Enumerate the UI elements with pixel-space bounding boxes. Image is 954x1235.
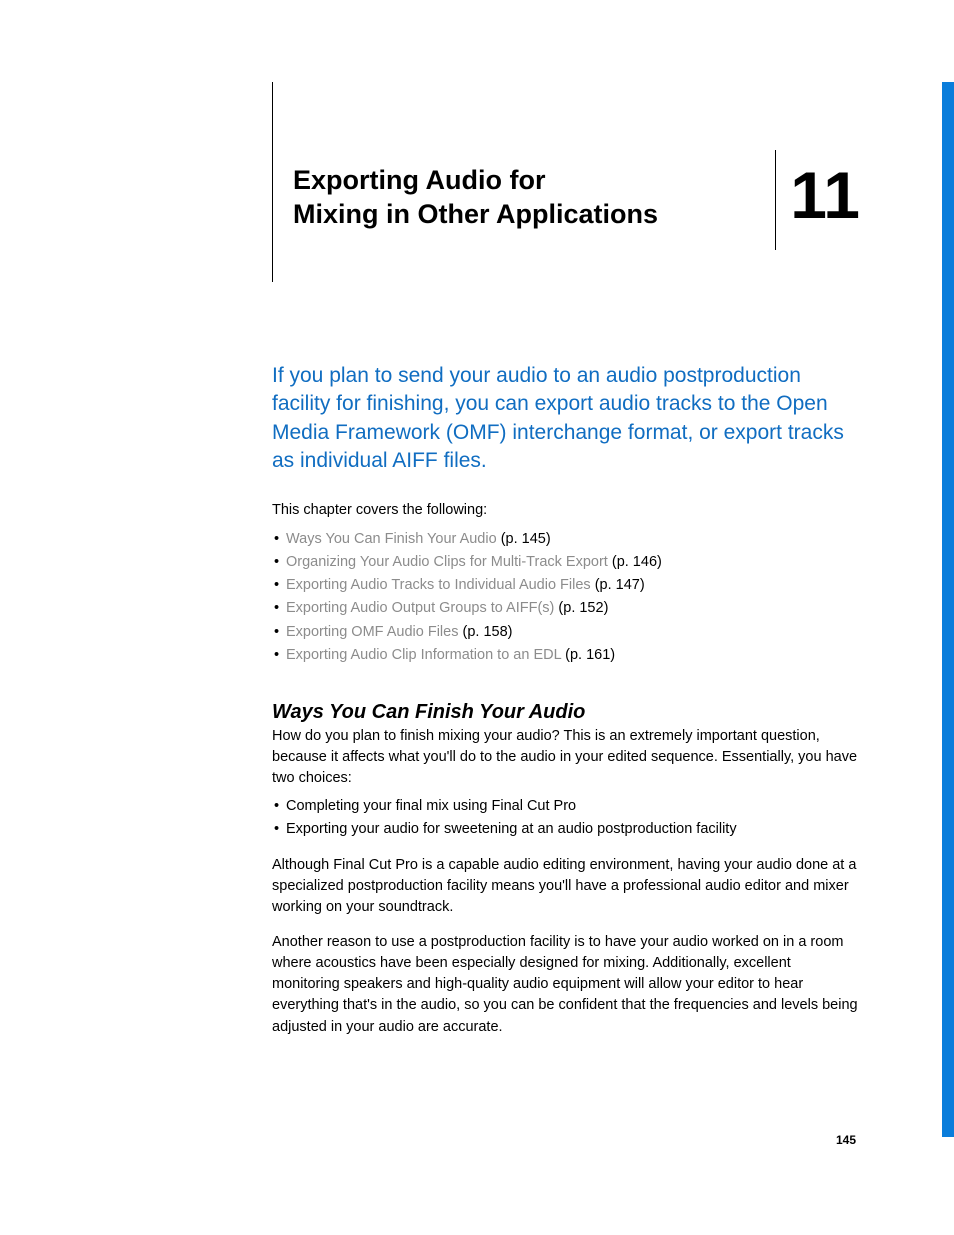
- toc-item: Exporting Audio Output Groups to AIFF(s)…: [272, 597, 860, 620]
- covers-label: This chapter covers the following:: [272, 499, 860, 521]
- toc-page: (p. 161): [565, 647, 615, 663]
- body-paragraph: Another reason to use a postproduction f…: [272, 932, 860, 1037]
- toc-page: (p. 152): [558, 600, 608, 616]
- toc-page: (p. 158): [463, 624, 513, 640]
- toc-page: (p. 146): [612, 554, 662, 570]
- section-bullets: Completing your final mix using Final Cu…: [272, 795, 860, 841]
- toc-item: Ways You Can Finish Your Audio (p. 145): [272, 528, 860, 551]
- section-heading: Ways You Can Finish Your Audio: [272, 701, 860, 724]
- chapter-title-line1: Exporting Audio for: [293, 165, 545, 195]
- chapter-header: Exporting Audio for Mixing in Other Appl…: [272, 82, 860, 282]
- toc-link[interactable]: Exporting Audio Output Groups to AIFF(s): [286, 600, 554, 616]
- toc-link[interactable]: Organizing Your Audio Clips for Multi-Tr…: [286, 554, 608, 570]
- body-paragraph: How do you plan to finish mixing your au…: [272, 726, 860, 789]
- toc-item: Exporting OMF Audio Files (p. 158): [272, 621, 860, 644]
- toc-page: (p. 147): [595, 577, 645, 593]
- chapter-title-line2: Mixing in Other Applications: [293, 199, 658, 229]
- toc-item: Exporting Audio Tracks to Individual Aud…: [272, 574, 860, 597]
- toc-link[interactable]: Exporting OMF Audio Files: [286, 624, 458, 640]
- toc-link[interactable]: Exporting Audio Tracks to Individual Aud…: [286, 577, 591, 593]
- bullet-item: Exporting your audio for sweetening at a…: [272, 818, 860, 841]
- chapter-number: 11: [775, 150, 860, 250]
- chapter-intro: If you plan to send your audio to an aud…: [272, 362, 860, 475]
- toc-item: Organizing Your Audio Clips for Multi-Tr…: [272, 551, 860, 574]
- toc-link[interactable]: Exporting Audio Clip Information to an E…: [286, 647, 561, 663]
- chapter-title: Exporting Audio for Mixing in Other Appl…: [293, 164, 713, 232]
- toc-link[interactable]: Ways You Can Finish Your Audio: [286, 531, 497, 547]
- toc-page: (p. 145): [501, 531, 551, 547]
- chapter-toc: Ways You Can Finish Your Audio (p. 145) …: [272, 528, 860, 667]
- toc-item: Exporting Audio Clip Information to an E…: [272, 644, 860, 667]
- page-number: 145: [836, 1133, 856, 1147]
- page-content: Exporting Audio for Mixing in Other Appl…: [272, 82, 860, 1038]
- side-accent-bar: [942, 82, 954, 1137]
- body-paragraph: Although Final Cut Pro is a capable audi…: [272, 855, 860, 918]
- bullet-item: Completing your final mix using Final Cu…: [272, 795, 860, 818]
